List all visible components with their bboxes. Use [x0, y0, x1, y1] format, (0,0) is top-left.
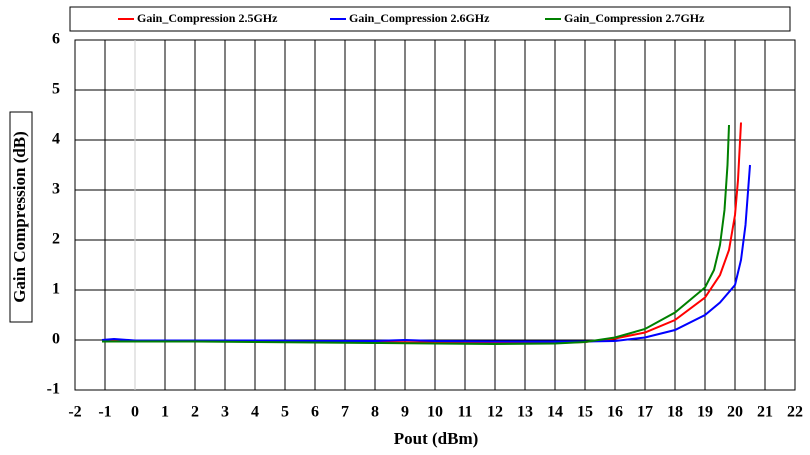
y-tick-label: 6	[52, 31, 60, 48]
y-tick-label: -1	[47, 381, 60, 398]
x-tick-label: 5	[281, 404, 289, 421]
legend-label: Gain_Compression 2.6GHz	[349, 11, 490, 25]
x-tick-label: 2	[191, 404, 199, 421]
x-tick-label: 14	[547, 404, 563, 421]
x-tick-label: 1	[161, 404, 169, 421]
y-tick-label: 4	[52, 131, 60, 148]
x-tick-label: 0	[131, 404, 139, 421]
line-series	[102, 124, 730, 346]
x-tick-label: 10	[427, 404, 443, 421]
x-axis-title: Pout (dBm)	[394, 429, 479, 448]
x-tick-label: 18	[667, 404, 683, 421]
legend-box	[69, 6, 791, 32]
y-tick-label: 1	[52, 281, 60, 298]
x-tick-label: -2	[68, 404, 81, 421]
x-tick-label: 8	[371, 404, 379, 421]
x-tick-label: 11	[457, 404, 472, 421]
x-tick-label: 12	[487, 404, 503, 421]
legend-label: Gain_Compression 2.5GHz	[137, 11, 278, 25]
x-tick-label: 4	[251, 404, 259, 421]
x-tick-label: 20	[727, 404, 743, 421]
y-tick-label: 3	[52, 181, 60, 198]
x-tick-label: 17	[637, 404, 653, 421]
x-tick-label: 19	[697, 404, 713, 421]
x-tick-label: -1	[98, 404, 111, 421]
y-title-box	[9, 111, 33, 323]
x-tick-label: 13	[517, 404, 533, 421]
y-tick-label: 5	[52, 81, 60, 98]
x-tick-label: 22	[787, 404, 803, 421]
x-tick-label: 6	[311, 404, 319, 421]
x-tick-label: 9	[401, 404, 409, 421]
y-tick-label: 2	[52, 231, 60, 248]
x-tick-label: 7	[341, 404, 349, 421]
x-tick-label: 21	[757, 404, 773, 421]
line-series	[101, 164, 751, 343]
x-tick-label: 3	[221, 404, 229, 421]
x-tick-label: 15	[577, 404, 593, 421]
legend-label: Gain_Compression 2.7GHz	[564, 11, 705, 25]
y-tick-label: 0	[52, 331, 60, 348]
y-axis-title: Gain Compression (dB)	[10, 131, 29, 303]
x-tick-label: 16	[607, 404, 623, 421]
